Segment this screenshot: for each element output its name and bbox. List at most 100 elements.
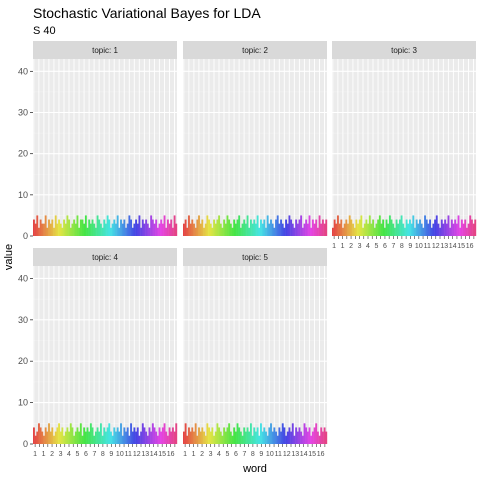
bar: [105, 431, 107, 444]
bar: [228, 219, 231, 236]
x-tick-label: 6: [383, 243, 387, 250]
bar: [128, 215, 131, 236]
bar: [238, 215, 241, 236]
facet-strip-label: topic: 3: [391, 46, 417, 55]
bar: [49, 431, 52, 444]
bar: [387, 223, 390, 236]
bar: [98, 219, 101, 236]
bar: [103, 427, 106, 444]
bar: [130, 423, 132, 444]
bar: [208, 427, 210, 444]
bar: [166, 219, 169, 236]
bar: [51, 427, 54, 444]
bar: [338, 223, 341, 236]
bar: [457, 215, 460, 236]
bar: [260, 219, 262, 236]
bar: [145, 431, 148, 444]
bar: [437, 223, 440, 236]
bar: [76, 427, 79, 444]
bar: [268, 223, 271, 236]
bar: [168, 223, 171, 236]
bar: [340, 219, 343, 236]
bar: [414, 227, 416, 236]
bar: [348, 215, 351, 236]
bar: [106, 215, 109, 236]
bar: [158, 223, 161, 236]
bar: [155, 431, 158, 444]
bar: [101, 227, 104, 236]
bar: [54, 431, 57, 444]
bar: [449, 227, 452, 236]
bar: [325, 431, 328, 444]
bar: [410, 223, 413, 236]
bar: [291, 423, 294, 444]
bar: [66, 215, 69, 236]
bar: [256, 427, 259, 444]
bar: [48, 423, 50, 444]
bar: [150, 215, 153, 236]
bar: [464, 219, 467, 236]
x-tick-label: 4: [217, 451, 221, 458]
bar: [186, 227, 189, 236]
bar: [258, 227, 261, 236]
x-tick-label: 1: [33, 451, 37, 458]
bar: [422, 227, 425, 236]
bar: [301, 435, 304, 444]
bar: [469, 215, 472, 236]
bar: [54, 215, 57, 236]
x-tick-label: 8: [101, 451, 105, 458]
bar: [221, 227, 224, 236]
y-tick-label: 30: [18, 315, 28, 325]
bar: [424, 215, 426, 236]
bar: [398, 219, 401, 236]
bar: [161, 427, 164, 444]
bar: [258, 435, 261, 444]
bar: [311, 219, 314, 236]
bar: [223, 427, 226, 444]
bar: [400, 215, 403, 236]
bar: [404, 227, 406, 236]
bar: [63, 435, 66, 444]
facet-topic-3: topic: 31 1 2 3 4 5 6 7 8 9 10 11 12 13 14 15 16: [332, 41, 477, 250]
bar: [265, 431, 267, 444]
bar: [305, 427, 308, 444]
x-tick-label: 2: [349, 243, 353, 250]
bar: [94, 227, 97, 236]
bar: [315, 423, 318, 444]
y-tick-label: 30: [18, 108, 28, 118]
bar: [209, 223, 212, 236]
bar: [71, 223, 74, 236]
bar: [118, 431, 121, 444]
bar: [465, 227, 468, 236]
bar: [184, 219, 187, 236]
bar: [146, 223, 149, 236]
bar: [58, 423, 60, 444]
bar: [151, 219, 154, 236]
bar: [300, 431, 303, 444]
x-tick-label: 1: [183, 451, 187, 458]
bar: [110, 431, 112, 444]
bar: [148, 227, 151, 236]
bar: [43, 223, 45, 236]
y-tick-label: 40: [18, 66, 28, 76]
bar: [352, 223, 354, 236]
bar: [33, 219, 35, 236]
bar: [380, 223, 383, 236]
x-tick-label: 1: [42, 451, 46, 458]
bar: [382, 219, 385, 236]
bar: [106, 427, 109, 444]
bar: [193, 431, 195, 444]
bar: [33, 427, 35, 444]
bar: [201, 427, 204, 444]
bar: [290, 431, 293, 444]
bar: [434, 219, 437, 236]
bar: [315, 219, 318, 236]
bar: [293, 227, 296, 236]
bar: [417, 223, 420, 236]
bar: [143, 427, 146, 444]
facet-panel: [33, 59, 177, 236]
bar: [204, 435, 207, 444]
bar: [110, 227, 112, 236]
bar: [98, 431, 101, 444]
